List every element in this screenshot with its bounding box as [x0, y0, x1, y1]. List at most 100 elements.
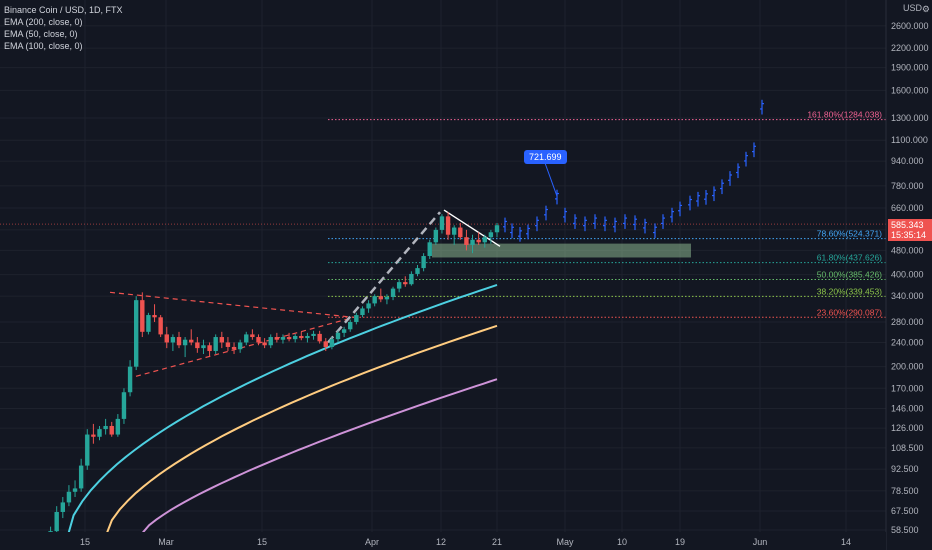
candle[interactable] — [390, 286, 396, 301]
projection-bar[interactable] — [633, 215, 637, 231]
projection-bar[interactable] — [593, 214, 597, 229]
projection-bar[interactable] — [518, 227, 522, 242]
candle[interactable] — [262, 338, 267, 349]
candle[interactable] — [280, 334, 286, 344]
candle[interactable] — [152, 304, 157, 322]
candle[interactable] — [335, 330, 341, 343]
candle[interactable] — [54, 506, 59, 534]
candle[interactable] — [403, 276, 408, 287]
candle[interactable] — [244, 331, 249, 346]
projection-bar[interactable] — [503, 217, 507, 233]
candle[interactable] — [470, 234, 475, 254]
projection-bar[interactable] — [603, 216, 607, 232]
gear-icon[interactable]: ⚙ — [921, 4, 930, 14]
projection-bar[interactable] — [670, 207, 674, 223]
currency-label[interactable]: USD — [902, 3, 922, 13]
candle[interactable] — [427, 239, 432, 259]
candle[interactable] — [439, 214, 445, 234]
candle[interactable] — [286, 332, 292, 342]
projection-bar[interactable] — [573, 214, 577, 229]
candle[interactable] — [445, 212, 451, 240]
candle[interactable] — [189, 329, 194, 346]
ema100-line[interactable] — [103, 324, 498, 541]
projection-bar[interactable] — [583, 216, 587, 232]
candle[interactable] — [421, 253, 426, 272]
projection-bar[interactable] — [728, 171, 732, 186]
candle[interactable] — [488, 229, 494, 244]
candle[interactable] — [256, 334, 261, 346]
candle[interactable] — [85, 429, 90, 470]
candle[interactable] — [458, 222, 463, 240]
projection-bar[interactable] — [623, 214, 627, 229]
candle[interactable] — [103, 418, 108, 435]
candle[interactable] — [158, 315, 163, 338]
candle[interactable] — [170, 334, 176, 352]
candle[interactable] — [354, 312, 359, 325]
candle[interactable] — [366, 300, 371, 313]
projection-bar[interactable] — [535, 216, 539, 232]
breakout-trendline[interactable] — [327, 211, 441, 344]
projection-bar[interactable] — [510, 223, 514, 239]
ema50-line[interactable] — [64, 283, 498, 546]
candle[interactable] — [396, 279, 402, 293]
candle[interactable] — [207, 342, 212, 358]
candle[interactable] — [494, 222, 500, 238]
triangle-lower-line[interactable] — [135, 316, 355, 377]
candle[interactable] — [299, 331, 304, 341]
projection-bar[interactable] — [613, 217, 617, 233]
candle[interactable] — [127, 360, 133, 397]
candle[interactable] — [219, 331, 225, 349]
candle[interactable] — [274, 332, 280, 343]
price-axis[interactable]: 2600.000 2200.000 1900.000 1600.000 1300.000… — [885, 0, 932, 550]
candle[interactable] — [72, 480, 78, 497]
triangle-upper-line[interactable] — [109, 291, 355, 318]
fibonacci-levels[interactable]: 161.80%(1284.038) 78.60%(524.371) 61.80%(4… — [0, 110, 886, 318]
legend-ema50[interactable]: EMA (50, close, 0) — [4, 29, 78, 39]
projection-bar[interactable] — [760, 99, 764, 115]
candle[interactable] — [182, 337, 188, 358]
candle[interactable] — [66, 485, 72, 507]
projection-bar[interactable] — [653, 223, 657, 239]
projection-bar[interactable] — [678, 201, 682, 217]
candle[interactable] — [195, 337, 200, 353]
projection-bar[interactable] — [736, 163, 740, 179]
candle[interactable] — [109, 421, 114, 437]
candle[interactable] — [409, 271, 414, 286]
projection-bar[interactable] — [544, 205, 548, 221]
annotation-badge[interactable]: 721.699 — [524, 150, 567, 164]
candle[interactable] — [317, 330, 322, 344]
candle[interactable] — [360, 306, 365, 318]
candle[interactable] — [305, 332, 310, 343]
candle[interactable] — [323, 338, 328, 352]
support-zone[interactable] — [432, 243, 691, 258]
candle[interactable] — [433, 227, 439, 245]
candle[interactable] — [268, 334, 273, 349]
candle[interactable] — [140, 292, 145, 338]
candle[interactable] — [237, 339, 243, 353]
candle[interactable] — [146, 312, 151, 335]
projection-bar[interactable] — [643, 218, 647, 234]
projection-bar[interactable] — [526, 224, 530, 240]
projection-bar[interactable] — [555, 189, 559, 205]
candle[interactable] — [133, 296, 139, 371]
legend-ema200[interactable]: EMA (200, close, 0) — [4, 17, 83, 27]
candle[interactable] — [225, 337, 231, 352]
candle[interactable] — [121, 388, 127, 424]
candle[interactable] — [60, 496, 66, 519]
candle[interactable] — [176, 331, 182, 349]
candle[interactable] — [231, 342, 237, 355]
candle[interactable] — [451, 225, 457, 245]
candle[interactable] — [115, 414, 121, 437]
candle[interactable] — [384, 294, 390, 305]
candle[interactable] — [164, 326, 169, 349]
candle[interactable] — [464, 229, 469, 251]
projection-path[interactable] — [503, 99, 764, 242]
candle[interactable] — [348, 319, 353, 332]
projection-bar[interactable] — [744, 151, 748, 167]
candle[interactable] — [378, 288, 384, 303]
projection-bar[interactable] — [563, 207, 567, 223]
candle[interactable] — [415, 264, 420, 277]
candle[interactable] — [201, 339, 206, 355]
ema200-line[interactable] — [141, 378, 498, 535]
